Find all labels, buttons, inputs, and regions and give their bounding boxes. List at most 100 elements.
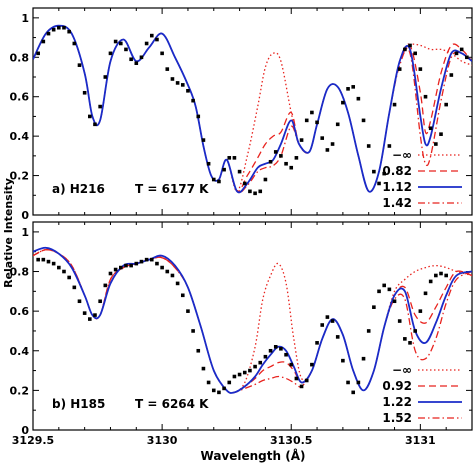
observed-point-b (377, 289, 381, 294)
observed-point-b (428, 279, 433, 284)
observed-point-a (211, 177, 216, 182)
x-tick-label: 3130 (147, 434, 178, 447)
legend-label-b-3: 1.52 (382, 411, 412, 425)
observed-point-a (335, 122, 340, 127)
observed-point-b (289, 362, 294, 367)
observed-point-b (372, 305, 376, 309)
y-tick-label-b: 0.4 (10, 345, 30, 358)
panel-temperature-b: T = 6264 K (135, 397, 209, 411)
observed-point-a (160, 51, 164, 56)
observed-point-a (180, 83, 185, 87)
observed-point-a (459, 47, 464, 52)
observed-point-b (450, 0, 454, 4)
observed-point-b (346, 380, 350, 385)
observed-point-b (258, 360, 263, 365)
observed-point-b (310, 362, 314, 367)
y-tick-label-a: 1 (21, 12, 29, 25)
observed-point-a (325, 148, 330, 152)
observed-point-a (41, 39, 46, 44)
observed-point-a (149, 33, 154, 38)
observed-point-a (206, 161, 211, 166)
observed-point-a (408, 43, 412, 48)
observed-point-b (119, 265, 123, 270)
observed-point-b (304, 378, 309, 383)
observed-point-a (315, 120, 319, 125)
panel-label-b: b) H185 (52, 397, 105, 411)
observed-point-a (57, 25, 61, 30)
observed-point-a (201, 138, 206, 142)
y-axis-label: Relative Intensity (2, 178, 15, 288)
observed-point-b (423, 291, 428, 296)
observed-point-a (428, 126, 433, 131)
observed-point-b (103, 283, 108, 288)
observed-point-a (82, 90, 87, 95)
observed-point-a (434, 142, 438, 146)
observed-point-a (268, 159, 273, 164)
observed-point-a (372, 169, 376, 174)
panel-b-frame (32, 221, 473, 431)
observed-point-b (284, 352, 288, 357)
plot-area-a (33, 24, 472, 196)
observed-point-a (356, 96, 361, 101)
observed-point-b (299, 384, 304, 389)
observed-point-b (170, 273, 175, 278)
legend-label-a-3: 1.42 (382, 196, 412, 210)
observed-point-b (335, 335, 340, 339)
observed-point-a (237, 169, 242, 174)
observed-point-b (227, 380, 232, 385)
observed-point-a (139, 55, 144, 60)
observed-point-b (268, 348, 273, 353)
observed-point-a (129, 57, 133, 62)
y-tick-label-a: 0.6 (10, 91, 30, 104)
y-tick-label-b: 1 (21, 226, 29, 239)
observed-point-b (191, 329, 195, 333)
y-tick-label-a: 0.8 (10, 51, 30, 64)
observed-point-b (248, 368, 252, 373)
observed-point-b (93, 313, 97, 317)
observed-point-a (330, 142, 335, 146)
observed-point-a (72, 41, 77, 46)
observed-point-b (403, 337, 407, 341)
observed-point-b (88, 317, 92, 321)
observed-point-b (175, 281, 180, 286)
observed-point-a (444, 102, 448, 107)
observed-point-a (465, 55, 469, 60)
observed-point-a (67, 29, 71, 34)
observed-point-b (155, 261, 159, 266)
observed-point-b (186, 309, 190, 313)
observed-point-b (113, 267, 118, 272)
observed-point-b (242, 370, 247, 375)
observed-point-b (72, 285, 77, 290)
observed-point-a (351, 85, 356, 89)
observed-point-b (108, 271, 113, 276)
observed-point-a (134, 61, 139, 65)
observed-point-a (62, 25, 66, 30)
observed-point-b (320, 323, 325, 327)
observed-point-b (237, 372, 242, 377)
observed-point-b (392, 299, 397, 304)
x-axis: 3129.5 3130 3130.5 3131 (12, 434, 436, 447)
observed-point-b (201, 366, 206, 371)
legend-label-a-2: 1.12 (382, 180, 412, 194)
y-tick-label-b: 0.6 (10, 305, 30, 318)
observed-point-b (36, 257, 40, 262)
observed-point-a (77, 63, 82, 67)
observed-point-a (397, 67, 402, 71)
observed-point-a (103, 75, 108, 79)
observed-point-b (41, 257, 46, 262)
series-line-a-0 (33, 25, 472, 193)
observed-point-a (242, 181, 247, 186)
observed-point-b (294, 376, 299, 381)
observed-point-b (341, 358, 345, 363)
observed-point-b (330, 319, 335, 323)
observed-point-b (62, 269, 66, 274)
observed-point-a (454, 51, 459, 56)
observed-point-b (253, 364, 257, 369)
observed-point-a (377, 181, 381, 186)
observed-point-a (124, 47, 128, 52)
observed-point-a (382, 171, 386, 176)
series-line-b-2 (33, 246, 472, 394)
observed-point-b (46, 259, 51, 264)
observed-point-a (258, 189, 263, 194)
